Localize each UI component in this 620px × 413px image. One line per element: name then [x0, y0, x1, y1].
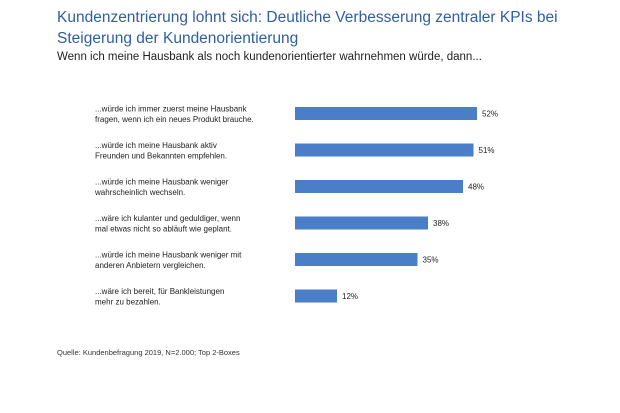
bar — [295, 143, 474, 157]
source-note: Quelle: Kundenbefragung 2019, N=2.000; T… — [57, 348, 240, 357]
chart-title: Kundenzentrierung lohnt sich: Deutliche … — [57, 9, 558, 47]
category-label: ...würde ich meine Hausbank weniger mit a… — [95, 251, 242, 271]
category-label: ...würde ich meine Hausbank weniger wahrs… — [94, 178, 229, 198]
value-label: 48% — [468, 183, 484, 192]
bar — [295, 107, 477, 120]
category-label: ...würde ich meine Hausbank aktiv Freunde… — [95, 141, 227, 161]
value-label: 52% — [482, 110, 498, 119]
category-label: ...wäre ich bereit, für Bankleistungen me… — [95, 287, 224, 307]
bar — [295, 216, 428, 230]
bar — [295, 253, 418, 266]
value-label: 12% — [342, 292, 358, 301]
bar — [295, 289, 337, 303]
chart-subtitle: Wenn ich meine Hausbank als noch kundeno… — [57, 51, 482, 63]
value-label: 51% — [479, 146, 495, 155]
category-label: ...würde ich immer zuerst meine Hausbank… — [95, 105, 254, 125]
category-label: ...wäre ich kulanter und geduldiger, wen… — [95, 214, 240, 234]
value-label: 38% — [433, 219, 449, 228]
bar — [295, 180, 463, 193]
value-label: 35% — [423, 256, 439, 265]
